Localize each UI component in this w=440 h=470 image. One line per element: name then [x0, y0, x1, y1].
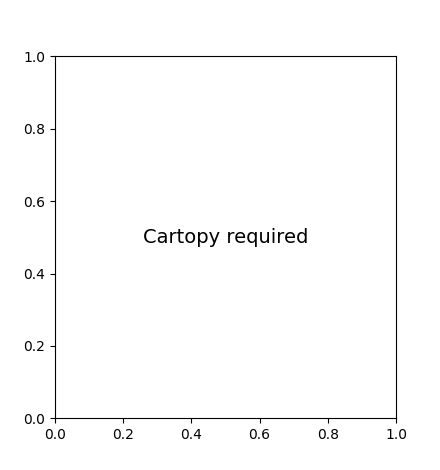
- Text: Cartopy required: Cartopy required: [143, 228, 308, 247]
